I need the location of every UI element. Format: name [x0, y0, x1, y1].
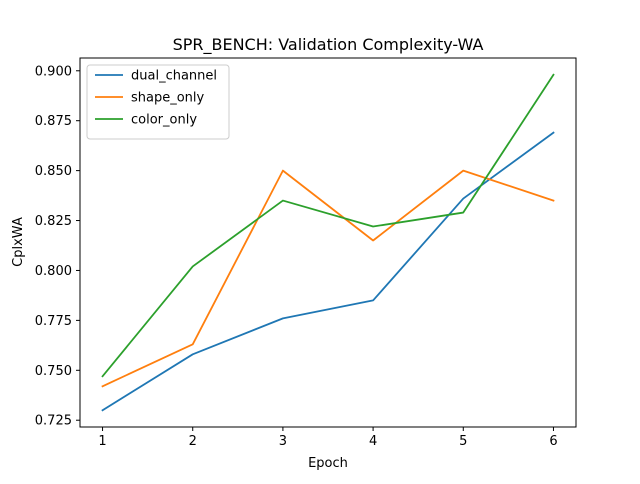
x-tick-label: 6	[549, 434, 557, 449]
series-line-dual-channel	[101, 131, 555, 412]
y-tick-label: 0.850	[35, 164, 72, 179]
series-line-color-only	[101, 73, 555, 378]
x-tick-label: 4	[369, 434, 377, 449]
chart-title: SPR_BENCH: Validation Complexity-WA	[173, 35, 484, 55]
axes-frame	[79, 57, 577, 428]
y-tick-label: 0.775	[35, 314, 72, 329]
x-tick-label: 5	[459, 434, 467, 449]
y-axis-ticks: 0.725 0.750 0.775 0.800 0.825 0.850 0.875 0.900	[35, 64, 80, 429]
x-tick-label: 2	[189, 434, 197, 449]
y-tick-label: 0.800	[35, 264, 72, 279]
series-lines	[101, 73, 555, 412]
x-axis-ticks: 1 2 3 4 5 6	[98, 427, 558, 449]
series-line-shape-only	[101, 169, 555, 388]
y-tick-label: 0.725	[35, 414, 72, 429]
legend-label-dual-channel: dual_channel	[131, 69, 217, 84]
legend: dual_channel shape_only color_only	[86, 64, 230, 140]
x-axis-label: Epoch	[308, 456, 348, 471]
legend-label-color-only: color_only	[131, 113, 197, 128]
y-tick-label: 0.875	[35, 114, 72, 129]
x-tick-label: 1	[98, 434, 106, 449]
y-tick-label: 0.750	[35, 364, 72, 379]
y-tick-label: 0.900	[35, 64, 72, 79]
legend-box	[86, 64, 230, 140]
y-axis-label: CplxWA	[11, 217, 26, 267]
x-tick-label: 3	[279, 434, 287, 449]
legend-label-shape-only: shape_only	[131, 91, 205, 106]
y-tick-label: 0.825	[35, 214, 72, 229]
